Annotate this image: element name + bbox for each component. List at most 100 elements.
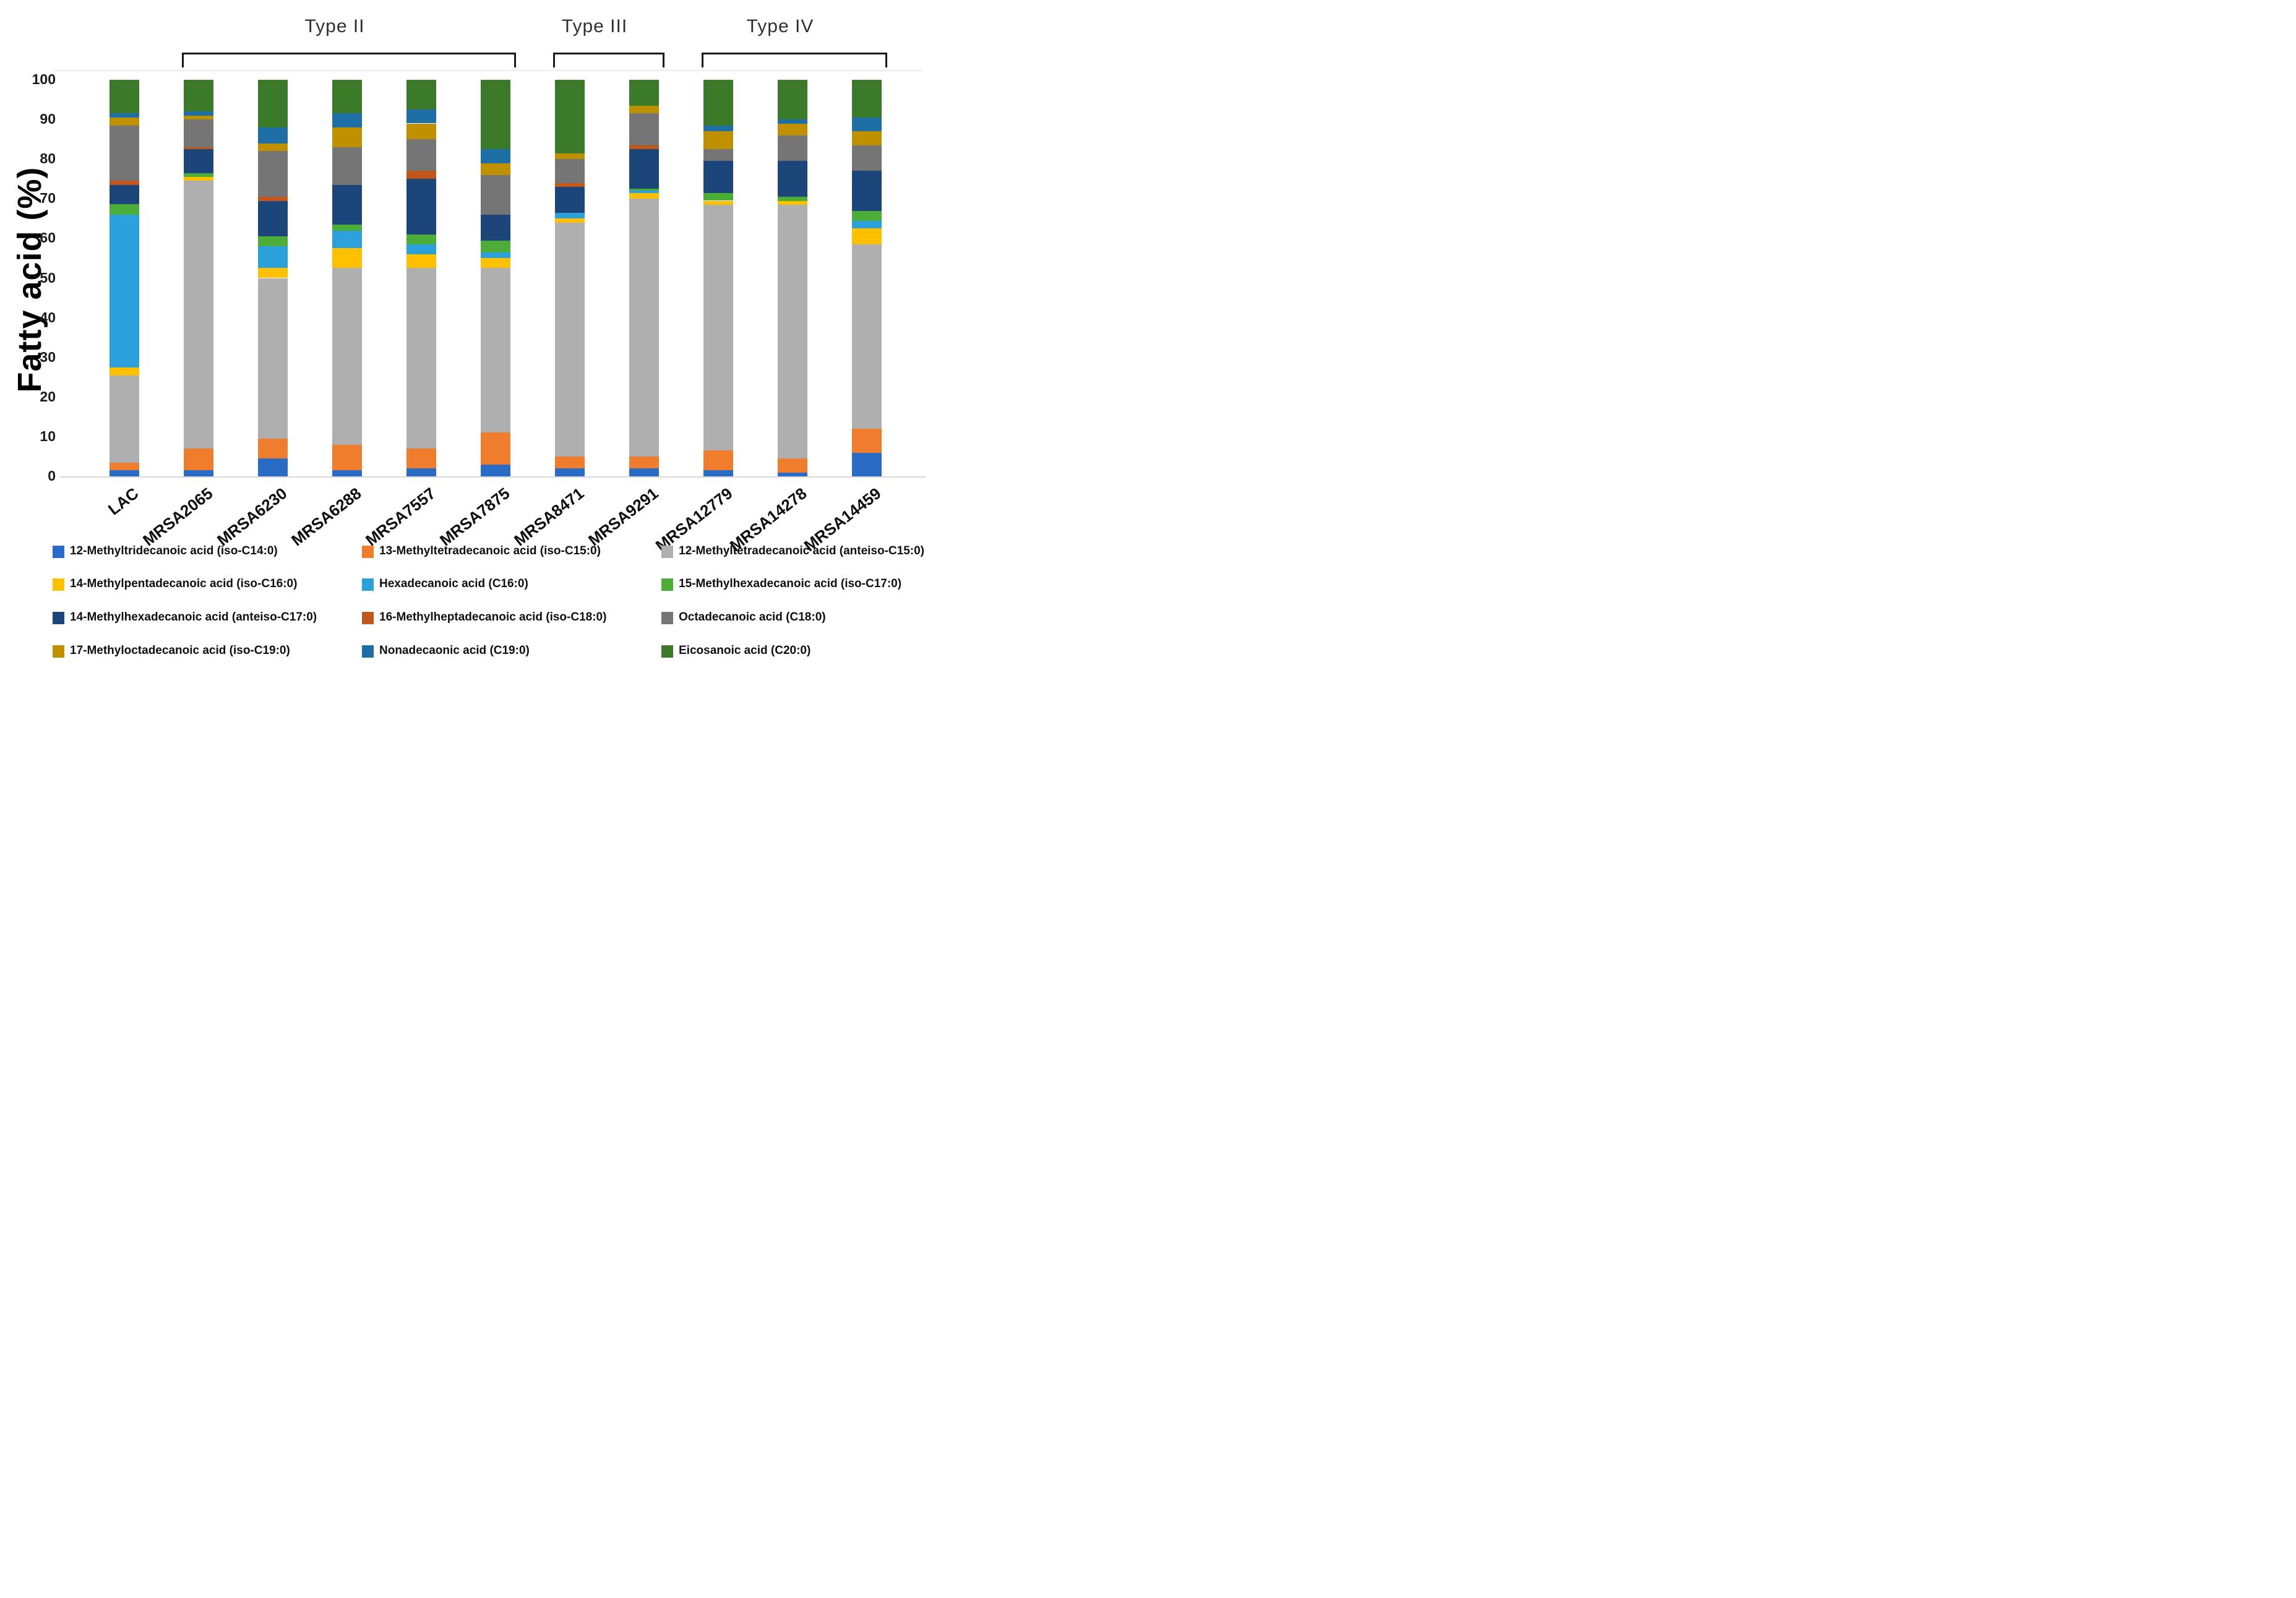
- bar-segment: [184, 173, 213, 178]
- bar-segment: [852, 210, 882, 221]
- legend-swatch: [661, 612, 673, 624]
- y-tick-label: 0: [48, 468, 56, 484]
- bar-segment: [852, 80, 882, 118]
- bar-segment: [629, 105, 659, 114]
- bar-segment: [852, 220, 882, 229]
- bar-segment: [406, 179, 436, 234]
- bar-segment: [258, 127, 288, 144]
- bar-segment: [629, 191, 659, 193]
- bar-segment: [332, 230, 362, 249]
- bar-segment: [703, 149, 733, 161]
- y-tick-label: 20: [40, 388, 56, 405]
- bar-segment: [481, 214, 510, 241]
- legend-swatch: [53, 546, 64, 558]
- bar-segment: [481, 258, 510, 268]
- bar-segment: [110, 125, 139, 181]
- legend-swatch: [362, 546, 374, 558]
- bar-segment: [258, 80, 288, 127]
- bar-segment: [332, 444, 362, 471]
- legend-label: Hexadecanoic acid (C16:0): [379, 577, 528, 590]
- bar-segment: [852, 117, 882, 132]
- bar-segment: [332, 470, 362, 476]
- bar-segment: [778, 123, 807, 135]
- group-bracket-type-iii: [553, 53, 664, 67]
- bar-segment: [406, 268, 436, 449]
- bar-segment: [332, 184, 362, 225]
- bar-segment: [332, 80, 362, 114]
- bar-segment: [481, 174, 510, 215]
- group-label-type-iv: Type IV: [746, 16, 814, 37]
- bar-segment: [184, 449, 213, 471]
- bar-segment: [258, 439, 288, 459]
- bar-segment: [110, 375, 139, 463]
- bar-segment: [555, 218, 585, 223]
- bar-segment: [258, 151, 288, 197]
- legend-label: 15-Methylhexadecanoic acid (iso-C17:0): [679, 577, 902, 590]
- bar-segment: [110, 184, 139, 204]
- bar-segment: [703, 470, 733, 476]
- bar-segment: [629, 145, 659, 150]
- legend-label: Octadecanoic acid (C18:0): [679, 611, 826, 624]
- bar-segment: [110, 113, 139, 118]
- bar-segment: [481, 149, 510, 163]
- legend-label: 16-Methylheptadecanoic acid (iso-C18:0): [379, 611, 607, 624]
- y-tick-label: 90: [40, 111, 56, 127]
- bar-segment: [184, 181, 213, 449]
- bar-segment: [406, 244, 436, 255]
- bar-segment: [629, 199, 659, 457]
- legend-label: 17-Methyloctadecanoic acid (iso-C19:0): [70, 644, 290, 657]
- bar-segment: [406, 468, 436, 476]
- bar-segment: [481, 432, 510, 465]
- bar-segment: [110, 117, 139, 126]
- y-tick-label: 40: [40, 309, 56, 325]
- bar-segment: [184, 147, 213, 150]
- bar-segment: [110, 462, 139, 471]
- bar-segment: [110, 80, 139, 114]
- bar-segment: [184, 149, 213, 173]
- bar-segment: [406, 110, 436, 124]
- bar-segment: [332, 113, 362, 127]
- y-tick-label: 100: [32, 71, 56, 87]
- bar-segment: [406, 139, 436, 171]
- bar-segment: [110, 367, 139, 376]
- bar-segment: [110, 214, 139, 367]
- bar-segment: [110, 470, 139, 476]
- bar-segment: [555, 456, 585, 469]
- y-tick-label: 70: [40, 190, 56, 207]
- bar-segment: [629, 189, 659, 191]
- bar-segment: [258, 200, 288, 237]
- bar-segment: [703, 450, 733, 471]
- bar-segment: [778, 197, 807, 201]
- bar-segment: [258, 458, 288, 476]
- bar-segment: [332, 147, 362, 185]
- bar-segment: [481, 464, 510, 476]
- bar-segment: [778, 472, 807, 476]
- x-axis-line: [59, 476, 926, 478]
- bar-segment: [110, 181, 139, 185]
- legend-swatch: [53, 578, 64, 591]
- bar-segment: [258, 246, 288, 268]
- y-tick-label: 30: [40, 348, 56, 365]
- bar-segment: [852, 244, 882, 429]
- legend-label: Nonadecaonic acid (C19:0): [379, 644, 530, 657]
- legend-label: 14-Methylpentadecanoic acid (iso-C16:0): [70, 577, 298, 590]
- bar-segment: [629, 149, 659, 189]
- bar-segment: [703, 80, 733, 126]
- legend-swatch: [362, 612, 374, 624]
- bar-segment: [629, 80, 659, 106]
- legend-label: 12-Methyltridecanoic acid (iso-C14:0): [70, 544, 278, 557]
- bar-segment: [852, 171, 882, 211]
- bar-segment: [481, 268, 510, 433]
- group-label-type-ii: Type II: [304, 16, 365, 37]
- bar-segment: [629, 468, 659, 476]
- bar-segment: [258, 268, 288, 278]
- bar-segment: [778, 135, 807, 161]
- bar-segment: [778, 161, 807, 197]
- bar-segment: [406, 234, 436, 244]
- bar-segment: [184, 80, 213, 112]
- bar-segment: [555, 80, 585, 153]
- bar-segment: [332, 248, 362, 268]
- bar-segment: [406, 123, 436, 140]
- bar-segment: [555, 212, 585, 219]
- bar-segment: [258, 197, 288, 201]
